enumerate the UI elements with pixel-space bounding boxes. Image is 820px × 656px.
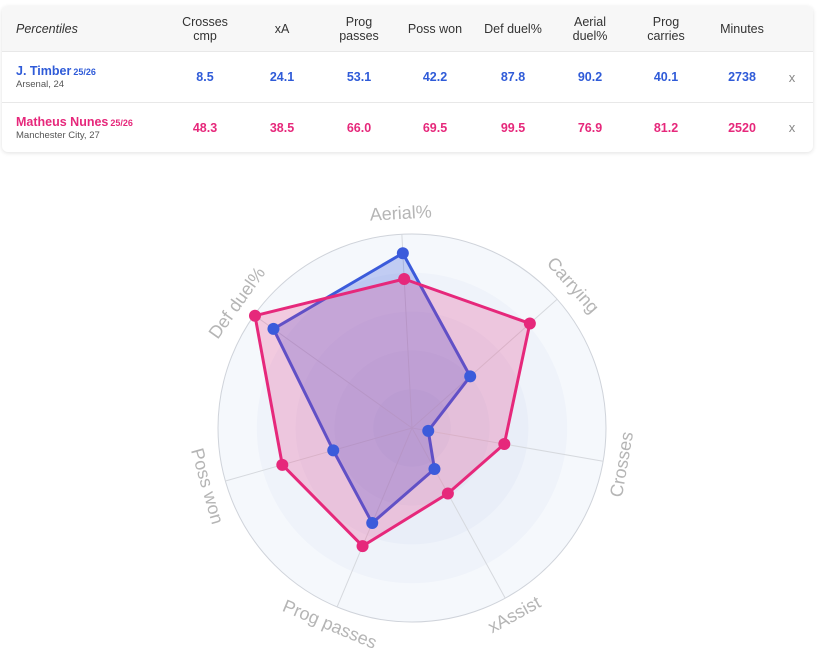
value-aerial-duel: 76.9 bbox=[577, 120, 603, 135]
player-row-nunes: Matheus Nunes 25/26 Manchester City, 27 4… bbox=[2, 103, 813, 152]
column-header-aerial-duel[interactable]: Aerial duel% bbox=[572, 14, 608, 43]
player-name[interactable]: J. Timber 25/26 bbox=[16, 64, 96, 78]
value-xa: 24.1 bbox=[269, 70, 295, 84]
value-minutes: 2738 bbox=[728, 70, 756, 84]
data-point bbox=[398, 273, 411, 286]
remove-player-button[interactable]: x bbox=[788, 69, 796, 85]
value-crosses: 8.5 bbox=[196, 70, 214, 84]
column-header-prog-carries[interactable]: Prog carries bbox=[647, 14, 685, 43]
value-prog-carries: 81.2 bbox=[653, 120, 679, 135]
axis-spoke bbox=[401, 234, 413, 429]
value-aerial-duel: 90.2 bbox=[577, 70, 603, 84]
column-header-minutes[interactable]: Minutes bbox=[720, 21, 764, 36]
data-point bbox=[523, 317, 536, 330]
table-header-row: Percentiles Crosses cmp xA Prog passes P… bbox=[2, 6, 813, 52]
axis-spoke bbox=[336, 427, 413, 608]
value-prog-passes: 53.1 bbox=[346, 70, 372, 84]
column-header-crosses[interactable]: Crosses cmp bbox=[182, 14, 228, 43]
player-info: J. Timber 25/26 Arsenal, 24 bbox=[16, 52, 96, 102]
axis-label: Crosses bbox=[606, 430, 637, 498]
value-def-duel: 87.8 bbox=[500, 70, 526, 84]
data-point bbox=[248, 309, 261, 322]
data-point bbox=[428, 463, 441, 476]
column-header-poss-won[interactable]: Poss won bbox=[407, 21, 463, 36]
data-point bbox=[327, 444, 340, 457]
player-season: 25/26 bbox=[110, 117, 133, 128]
value-poss-won: 69.5 bbox=[422, 120, 448, 135]
player-row-timber: J. Timber 25/26 Arsenal, 24 8.5 24.1 53.1… bbox=[2, 52, 813, 103]
data-point bbox=[396, 247, 409, 260]
remove-player-button[interactable]: x bbox=[788, 120, 796, 135]
axis-spoke bbox=[225, 427, 413, 482]
data-point bbox=[441, 487, 454, 500]
data-point bbox=[464, 370, 477, 383]
value-poss-won: 42.2 bbox=[422, 70, 448, 84]
data-point bbox=[422, 424, 435, 437]
player-name-text: J. Timber bbox=[16, 64, 72, 78]
value-prog-carries: 40.1 bbox=[653, 70, 679, 84]
player-club: Manchester City, 27 bbox=[16, 129, 100, 141]
value-xa: 38.5 bbox=[269, 120, 295, 135]
value-minutes: 2520 bbox=[728, 120, 756, 135]
value-def-duel: 99.5 bbox=[500, 120, 526, 135]
percentiles-label: Percentiles bbox=[16, 21, 78, 36]
player-name[interactable]: Matheus Nunes 25/26 bbox=[16, 115, 133, 129]
data-point bbox=[356, 540, 369, 553]
axis-spoke bbox=[411, 427, 506, 599]
column-header-prog-passes[interactable]: Prog passes bbox=[339, 14, 379, 43]
axis-spoke bbox=[253, 314, 413, 429]
axis-label: Aerial% bbox=[369, 201, 432, 224]
column-header-xa[interactable]: xA bbox=[274, 21, 290, 36]
data-point bbox=[267, 322, 280, 335]
value-prog-passes: 66.0 bbox=[346, 120, 372, 135]
series-area bbox=[253, 277, 532, 548]
series-area bbox=[271, 251, 472, 525]
data-point bbox=[498, 438, 511, 451]
data-point bbox=[276, 458, 289, 471]
column-header-def-duel[interactable]: Def duel% bbox=[484, 21, 542, 36]
data-point bbox=[366, 517, 379, 530]
player-season: 25/26 bbox=[73, 67, 96, 77]
player-club: Arsenal, 24 bbox=[16, 79, 65, 90]
player-info: Matheus Nunes 25/26 Manchester City, 27 bbox=[16, 103, 133, 152]
value-crosses: 48.3 bbox=[192, 120, 218, 135]
comparison-table: Percentiles Crosses cmp xA Prog passes P… bbox=[2, 6, 813, 152]
player-name-text: Matheus Nunes bbox=[16, 114, 109, 129]
